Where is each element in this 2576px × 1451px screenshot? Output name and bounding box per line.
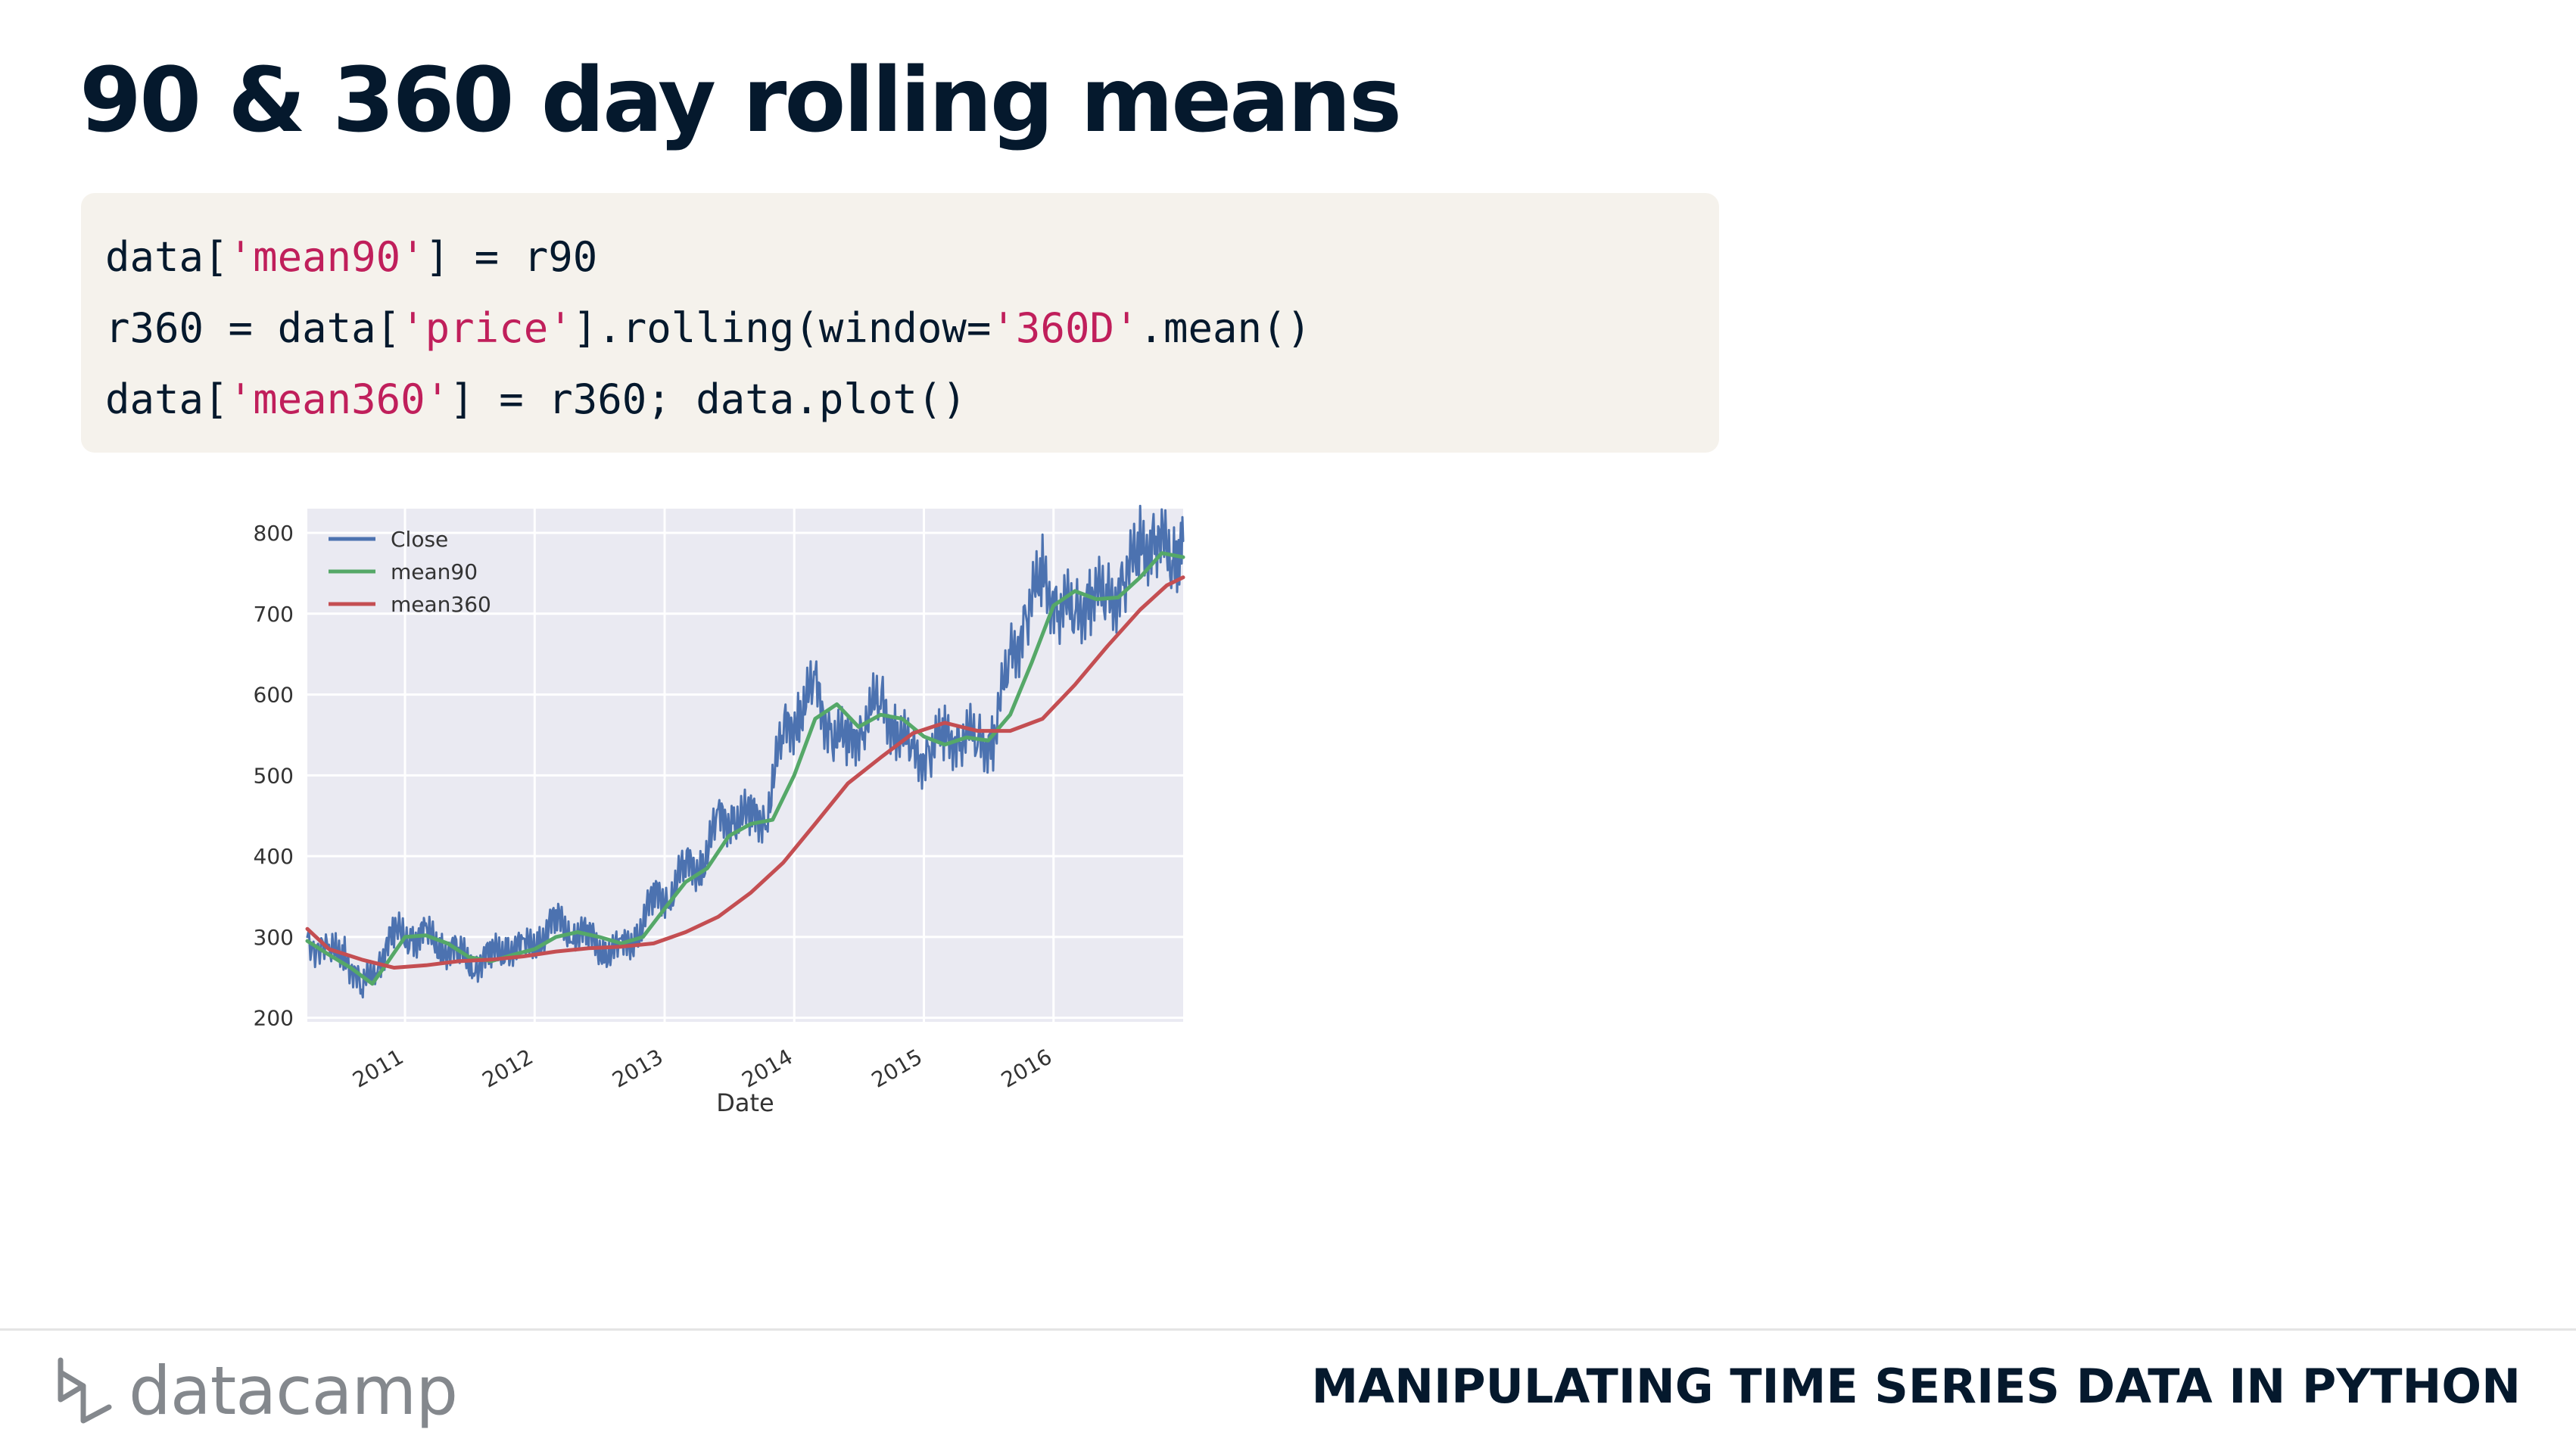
code-line-3: data['mean360'] = r360; data.plot(): [105, 364, 1719, 435]
x-tick-label: 2011: [348, 1044, 407, 1092]
x-axis-label: Date: [716, 1088, 774, 1117]
code-string-token: 'price': [400, 304, 573, 352]
x-tick-label: 2015: [867, 1044, 927, 1092]
code-token: ].rolling(window=: [572, 304, 992, 352]
code-token: .mean(): [1138, 304, 1312, 352]
code-token: ] = r90: [425, 233, 598, 281]
x-tick-label: 2014: [738, 1044, 797, 1092]
code-string-token: 'mean360': [228, 375, 450, 423]
series-line-close: [306, 504, 1185, 999]
legend-label: mean90: [391, 559, 478, 584]
slide-title: 90 & 360 day rolling means: [79, 48, 1402, 152]
code-token: ] = r360; data.plot(): [450, 375, 967, 423]
series-line-mean90: [305, 551, 1185, 986]
course-title: MANIPULATING TIME SERIES DATA IN PYTHON: [1311, 1359, 2521, 1414]
legend-label: Close: [391, 527, 448, 552]
x-tick-label: 2012: [478, 1044, 537, 1092]
code-token: r360 = data[: [105, 304, 401, 352]
code-block: data['mean90'] = r90 r360 = data['price'…: [81, 193, 1719, 453]
code-string-token: '360D': [991, 304, 1139, 352]
datacamp-logo-text: datacamp: [129, 1351, 458, 1430]
code-string-token: 'mean90': [228, 233, 425, 281]
series-line-mean360: [305, 575, 1185, 970]
y-tick-label: 400: [254, 844, 294, 869]
rolling-means-chart: 200 300 400 500 600 700 800 2011 2012 2013 2014 201…: [254, 504, 1185, 1117]
legend-label: mean360: [391, 592, 491, 617]
datacamp-logo: datacamp: [55, 1349, 458, 1432]
y-tick-label: 700: [254, 602, 294, 627]
datacamp-logo-icon: [58, 1357, 112, 1424]
y-tick-label: 800: [254, 521, 294, 546]
y-tick-label: 300: [254, 925, 294, 950]
y-tick-label: 200: [254, 1006, 294, 1031]
footer-divider: [0, 1328, 2576, 1331]
code-token: data[: [105, 375, 229, 423]
code-line-1: data['mean90'] = r90: [105, 222, 1719, 293]
y-tick-label: 600: [254, 683, 294, 708]
x-tick-label: 2013: [608, 1044, 667, 1092]
x-tick-label: 2016: [997, 1044, 1056, 1092]
y-tick-label: 500: [254, 763, 294, 788]
code-token: data[: [105, 233, 229, 281]
code-line-2: r360 = data['price'].rolling(window='360…: [105, 293, 1719, 364]
